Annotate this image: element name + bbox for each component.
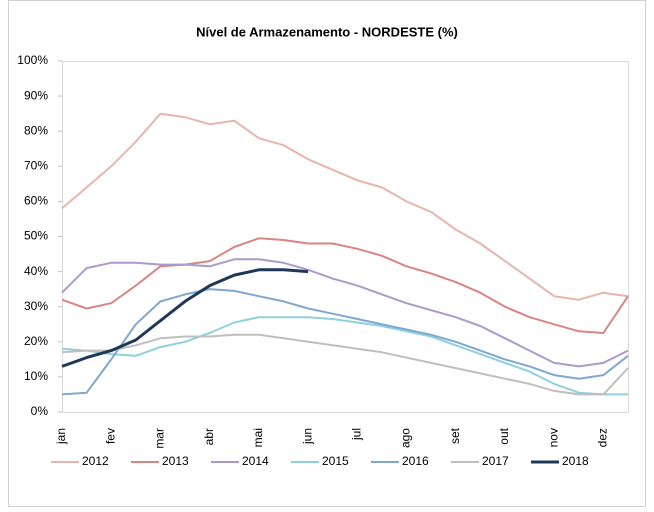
y-tick-label: 50% [24,229,48,243]
y-tick-label: 0% [31,404,49,418]
series-line [61,258,629,368]
x-tick-label: jul [349,428,363,441]
x-tick-label: dez [596,428,610,447]
y-tick-label: 100% [17,53,48,67]
x-tick-label: jan [54,428,68,445]
chart-title: Nível de Armazenamento - NORDESTE (%) [196,24,458,39]
y-tick-label: 80% [24,123,48,137]
series-line [61,288,629,396]
legend-label: 2012 [82,454,109,468]
x-tick-label: jun [300,428,314,445]
x-tick-label: set [448,427,462,444]
y-tick-label: 30% [24,299,48,313]
x-tick-label: mai [251,428,265,447]
x-tick-label: mar [153,428,167,449]
y-tick-label: 60% [24,194,48,208]
legend-label: 2013 [162,454,189,468]
legend-label: 2015 [322,454,349,468]
x-tick-label: nov [546,428,560,447]
x-tick-label: fev [103,428,117,444]
chart-frame [8,0,646,507]
series-line [61,316,628,396]
y-tick-label: 70% [24,158,48,172]
y-tick-label: 10% [24,369,48,383]
y-tick-label: 20% [24,334,48,348]
legend-label: 2016 [402,454,429,468]
legend-label: 2017 [482,454,509,468]
x-tick-label: ago [399,428,413,448]
plot-frame [62,61,629,413]
series-line [61,112,629,301]
series-line [61,333,629,396]
series-line [61,268,309,368]
y-tick-label: 90% [24,88,48,102]
series-line [61,237,629,334]
x-tick-label: abr [202,428,216,445]
y-tick-label: 40% [24,264,48,278]
x-tick-label: out [497,427,511,444]
legend-label: 2018 [562,454,589,468]
legend-label: 2014 [242,454,269,468]
